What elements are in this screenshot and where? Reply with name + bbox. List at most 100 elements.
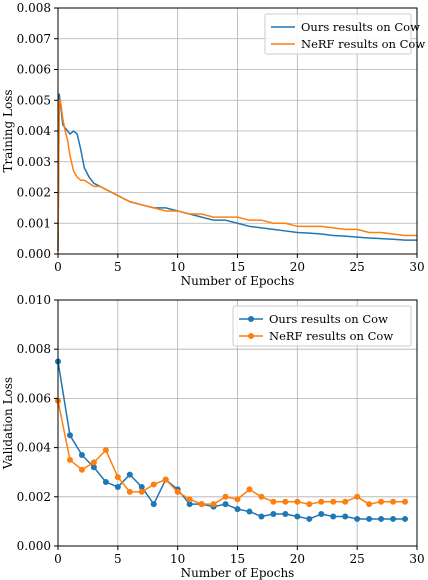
training-ticks: 0 5 10 15 20 25 30 0.000 0.001 0.002 0.003 0.004 0.0…: [17, 1, 425, 274]
validation-x-tick-label: 5: [114, 552, 122, 566]
training-y-tick-label: 0.001: [17, 216, 51, 230]
validation-nerf-point: [150, 481, 157, 488]
validation-loss-chart: 0 5 10 15 20 25 30 0.000 0.002 0.004 0.006 0.008 0.0…: [1, 293, 425, 580]
validation-ours-point: [306, 515, 313, 522]
training-legend-ours-label: Ours results on Cow: [301, 20, 420, 34]
validation-y-tick-label: 0.000: [17, 539, 51, 553]
validation-ours-point: [330, 513, 337, 520]
validation-legend-nerf-label: NeRF results on Cow: [269, 329, 393, 343]
validation-ours-point: [114, 483, 121, 490]
validation-ours-point: [366, 515, 373, 522]
validation-ours-point: [246, 508, 253, 515]
training-x-tick-label: 0: [54, 260, 62, 274]
validation-nerf-point: [186, 496, 193, 503]
training-x-tick-label: 10: [170, 260, 185, 274]
training-y-tick-label: 0.007: [17, 32, 51, 46]
validation-x-tick-label: 0: [54, 552, 62, 566]
training-x-tick-label: 20: [290, 260, 305, 274]
validation-x-tick-label: 10: [170, 552, 185, 566]
validation-ours-point: [318, 511, 325, 518]
training-y-tick-label: 0.004: [17, 124, 52, 138]
validation-nerf-point: [198, 501, 205, 508]
validation-nerf-point: [306, 501, 313, 508]
validation-y-tick-label: 0.008: [17, 342, 51, 356]
validation-ours-point: [186, 501, 193, 508]
validation-series: [55, 358, 409, 522]
validation-nerf-point: [402, 498, 409, 505]
validation-nerf-point: [114, 474, 121, 481]
training-y-tick-label: 0.006: [17, 63, 51, 77]
validation-nerf-point: [270, 498, 277, 505]
validation-nerf-point: [294, 498, 301, 505]
validation-nerf-point: [258, 493, 265, 500]
training-loss-chart: 0 5 10 15 20 25 30 0.000 0.001 0.002 0.003 0.004 0.0…: [1, 1, 425, 288]
validation-x-tick-label: 20: [290, 552, 305, 566]
validation-ours-point: [66, 432, 73, 439]
validation-x-tick-label: 25: [350, 552, 365, 566]
validation-nerf-point: [138, 488, 145, 495]
training-x-tick-label: 15: [230, 260, 245, 274]
training-x-tick-label: 5: [114, 260, 122, 274]
validation-ours-point: [138, 483, 145, 490]
validation-legend-nerf-marker: [248, 333, 254, 339]
validation-ours-point: [294, 513, 301, 520]
validation-nerf-point: [66, 456, 73, 463]
validation-ticks: 0 5 10 15 20 25 30 0.000 0.002 0.004 0.006 0.008 0.0…: [17, 293, 425, 566]
validation-nerf-point: [282, 498, 289, 505]
validation-legend: Ours results on Cow NeRF results on Cow: [232, 305, 412, 347]
training-y-axis-label: Training Loss: [1, 89, 15, 172]
training-x-tick-label: 30: [409, 260, 424, 274]
validation-y-tick-label: 0.010: [17, 293, 51, 307]
validation-ours-point: [126, 471, 133, 478]
training-series: [57, 93, 417, 251]
validation-y-tick-label: 0.004: [17, 441, 52, 455]
validation-ours-point: [78, 451, 85, 458]
validation-ours-point: [378, 515, 385, 522]
validation-ours-point: [90, 464, 97, 471]
validation-legend-ours-label: Ours results on Cow: [269, 312, 388, 326]
training-y-tick-label: 0.008: [17, 1, 51, 15]
validation-nerf-point: [354, 493, 361, 500]
training-legend-box: [264, 13, 412, 55]
validation-ours-point: [270, 511, 277, 518]
training-nerf-line: [57, 99, 417, 251]
validation-x-tick-label: 30: [409, 552, 424, 566]
validation-ours-point: [282, 511, 289, 518]
validation-ours-point: [354, 515, 361, 522]
validation-nerf-point: [90, 459, 97, 466]
validation-legend-box: [232, 305, 412, 347]
training-y-tick-label: 0.003: [17, 155, 51, 169]
validation-ours-point: [402, 515, 409, 522]
validation-ours-point: [390, 515, 397, 522]
validation-ours-point: [150, 501, 157, 508]
validation-x-tick-label: 15: [230, 552, 245, 566]
validation-x-axis-label: Number of Epochs: [181, 566, 295, 580]
validation-nerf-point: [174, 488, 181, 495]
validation-nerf-point: [330, 498, 337, 505]
training-legend: Ours results on Cow NeRF results on Cow: [264, 13, 425, 55]
validation-nerf-point: [210, 501, 217, 508]
validation-nerf-point: [102, 447, 109, 454]
validation-ours-point: [234, 506, 241, 513]
validation-ours-point: [222, 501, 229, 508]
training-y-tick-label: 0.000: [17, 247, 51, 261]
validation-nerf-point: [366, 501, 373, 508]
validation-nerf-point: [246, 486, 253, 493]
validation-y-axis-label: Validation Loss: [1, 377, 15, 470]
validation-nerf-point: [222, 493, 229, 500]
validation-legend-ours-marker: [248, 316, 254, 322]
validation-nerf-point: [318, 498, 325, 505]
validation-nerf-point: [234, 496, 241, 503]
validation-nerf-point: [126, 488, 133, 495]
validation-nerf-point: [378, 498, 385, 505]
training-x-axis-label: Number of Epochs: [181, 274, 295, 288]
validation-nerf-point: [78, 466, 85, 473]
validation-ours-point: [102, 479, 109, 486]
validation-y-tick-label: 0.002: [17, 490, 51, 504]
validation-nerf-point: [390, 498, 397, 505]
training-x-tick-label: 25: [350, 260, 365, 274]
validation-ours-point: [342, 513, 349, 520]
training-y-tick-label: 0.005: [17, 93, 51, 107]
validation-y-tick-label: 0.006: [17, 391, 51, 405]
